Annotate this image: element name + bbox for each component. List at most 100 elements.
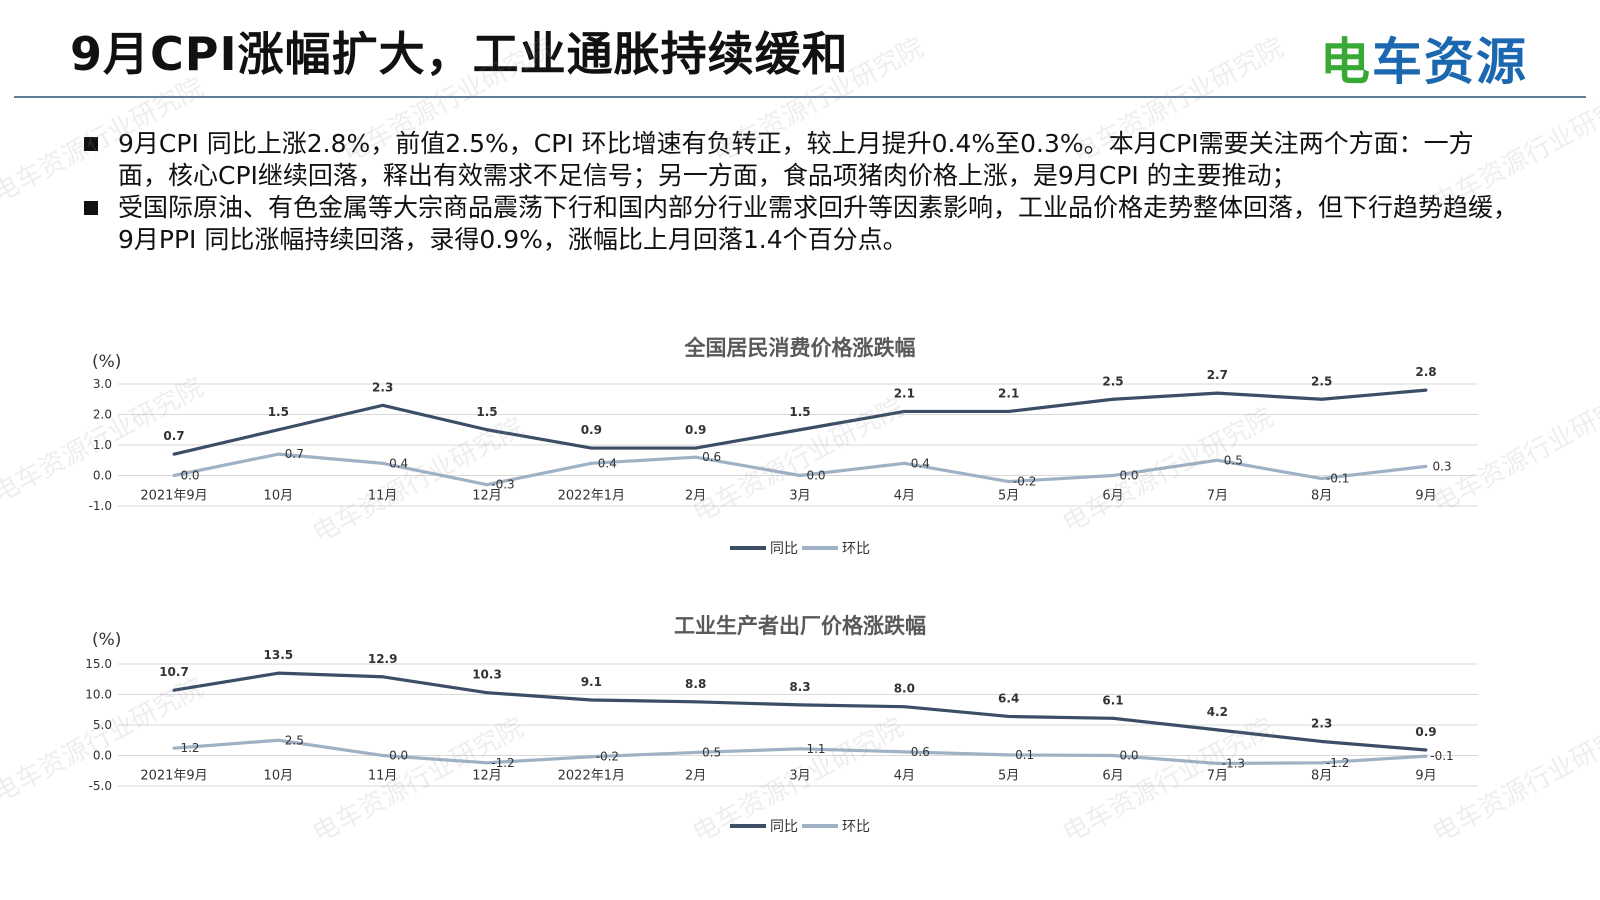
legend-item-yoy: 同比 — [730, 816, 798, 836]
cpi-data-point-yoy — [276, 428, 280, 432]
cpi-data-label-yoy: 2.8 — [1415, 365, 1436, 379]
cpi-data-point-mom — [1320, 477, 1324, 481]
ppi-data-label-mom: -1.3 — [1222, 756, 1245, 770]
logo-text-part1: 电 — [1320, 33, 1372, 91]
cpi-xtick-label: 10月 — [264, 489, 294, 504]
cpi-xtick-label: 3月 — [789, 489, 810, 504]
legend-label-yoy: 同比 — [770, 819, 798, 835]
ppi-data-point-mom — [1320, 761, 1324, 765]
cpi-data-label-mom: -0.2 — [1013, 475, 1036, 489]
ppi-xtick-label: 3月 — [789, 769, 810, 784]
ppi-xtick-label: 4月 — [894, 769, 915, 784]
bullet-text-ppi: 受国际原油、有色金属等大宗商品震荡下行和国内部分行业需求回升等因素影响，工业品价… — [118, 193, 1519, 254]
ppi-data-label-mom: -0.2 — [596, 750, 619, 764]
bullet-square-icon — [84, 137, 98, 151]
ppi-data-point-yoy — [589, 698, 593, 702]
logo-text-part2: 车资源 — [1372, 33, 1528, 91]
ppi-data-point-yoy — [902, 705, 906, 709]
legend-item-yoy: 同比 — [730, 538, 798, 558]
ppi-data-label-mom: 0.0 — [389, 749, 408, 763]
ppi-xtick-label: 8月 — [1311, 769, 1332, 784]
cpi-data-point-yoy — [1007, 409, 1011, 413]
cpi-data-point-mom — [172, 474, 176, 477]
cpi-data-point-mom — [381, 461, 385, 465]
ppi-data-point-mom — [798, 747, 802, 751]
cpi-line-chart: 3.0 2.0 1.0 0.0 -1.0 2021年9月 10月 11月 12月 2022年1月 2… — [89, 365, 1478, 513]
cpi-data-point-mom — [902, 461, 906, 465]
cpi-data-label-yoy: 2.3 — [372, 380, 393, 394]
cpi-xtick-label: 5月 — [998, 489, 1019, 504]
cpi-data-label-yoy: 2.1 — [894, 386, 915, 400]
cpi-data-label-yoy: 2.7 — [1207, 368, 1228, 382]
cpi-xtick-label: 9月 — [1415, 489, 1436, 504]
ppi-data-label-mom: 0.1 — [1015, 748, 1034, 762]
cpi-data-label-yoy: 1.5 — [789, 405, 810, 419]
ppi-xtick-label: 5月 — [998, 769, 1019, 784]
cpi-data-label-mom: 0.4 — [598, 456, 617, 470]
bullet-text-cpi: 9月CPI 同比上涨2.8%，前值2.5%，CPI 环比增速有负转正，较上月提升… — [118, 129, 1474, 190]
ppi-data-point-mom — [589, 755, 593, 759]
ppi-data-label-mom: 1.2 — [180, 741, 199, 755]
legend-item-mom: 环比 — [802, 538, 870, 558]
cpi-data-point-mom — [1111, 474, 1115, 477]
ppi-data-point-yoy — [1215, 728, 1219, 732]
legend-label-mom: 环比 — [842, 541, 870, 557]
cpi-data-label-mom: 0.0 — [806, 469, 825, 483]
ppi-data-point-yoy — [381, 675, 385, 679]
ppi-data-point-yoy — [1007, 714, 1011, 718]
cpi-chart-title: 全国居民消费价格涨跌幅 — [684, 336, 916, 360]
ppi-data-label-mom: 0.5 — [702, 745, 721, 759]
cpi-data-label-mom: 0.6 — [702, 450, 721, 464]
ppi-xtick-label: 2月 — [685, 769, 706, 784]
cpi-xtick-label: 7月 — [1207, 489, 1228, 504]
bullet-list: 9月CPI 同比上涨2.8%，前值2.5%，CPI 环比增速有负转正，较上月提升… — [80, 128, 1520, 256]
ppi-xtick-label: 12月 — [472, 769, 502, 784]
cpi-data-point-yoy — [1424, 388, 1428, 392]
cpi-data-label-yoy: 2.1 — [998, 386, 1019, 400]
legend-swatch-mom — [802, 546, 838, 550]
ppi-data-label-yoy: 8.3 — [789, 680, 810, 694]
cpi-xtick-label: 2022年1月 — [558, 489, 625, 504]
cpi-ytick-label: 0.0 — [93, 469, 112, 483]
ppi-data-point-yoy — [172, 688, 176, 692]
ppi-data-label-yoy: 10.3 — [472, 668, 502, 682]
cpi-data-point-yoy — [589, 446, 593, 450]
ppi-data-label-mom: 1.1 — [806, 742, 825, 756]
ppi-data-label-yoy: 12.9 — [368, 652, 398, 666]
title-divider — [14, 96, 1586, 98]
ppi-ytick-label: 15.0 — [85, 657, 112, 671]
ppi-data-label-yoy: 10.7 — [159, 665, 189, 679]
ppi-xtick-label: 6月 — [1102, 769, 1123, 784]
ppi-xtick-label: 10月 — [264, 769, 294, 784]
ppi-data-label-mom: 0.6 — [911, 745, 930, 759]
cpi-xtick-label: 11月 — [368, 489, 398, 504]
ppi-data-label-yoy: 13.5 — [264, 648, 294, 662]
ppi-data-point-mom — [694, 750, 698, 754]
legend-swatch-yoy — [730, 546, 766, 550]
cpi-xtick-label: 8月 — [1311, 489, 1332, 504]
ppi-data-label-yoy: 4.2 — [1207, 705, 1228, 719]
cpi-unit-label: (%) — [92, 352, 122, 372]
cpi-data-point-mom — [485, 483, 489, 487]
cpi-data-label-yoy: 2.5 — [1311, 374, 1332, 388]
ppi-legend: 同比 环比 — [730, 816, 870, 836]
legend-swatch-mom — [802, 824, 838, 828]
cpi-data-point-yoy — [902, 409, 906, 413]
ppi-data-label-yoy: 6.1 — [1102, 693, 1123, 707]
ppi-chart-title: 工业生产者出厂价格涨跌幅 — [674, 614, 926, 638]
ppi-data-point-mom — [485, 761, 489, 765]
legend-label-mom: 环比 — [842, 819, 870, 835]
cpi-ytick-label: 3.0 — [93, 377, 112, 391]
ppi-data-point-mom — [276, 738, 280, 742]
cpi-data-label-mom: -0.3 — [491, 478, 514, 492]
ppi-ytick-label: 5.0 — [93, 718, 112, 732]
ppi-xtick-label: 2021年9月 — [140, 769, 207, 784]
cpi-data-point-yoy — [798, 428, 802, 432]
ppi-data-point-mom — [172, 746, 176, 750]
bullet-item-cpi: 9月CPI 同比上涨2.8%，前值2.5%，CPI 环比增速有负转正，较上月提升… — [80, 128, 1520, 192]
ppi-data-label-yoy: 8.8 — [685, 677, 706, 691]
ppi-xtick-label: 9月 — [1415, 769, 1436, 784]
cpi-data-label-mom: 0.5 — [1224, 453, 1243, 467]
bullet-square-icon — [84, 201, 98, 215]
cpi-data-label-yoy: 2.5 — [1102, 374, 1123, 388]
